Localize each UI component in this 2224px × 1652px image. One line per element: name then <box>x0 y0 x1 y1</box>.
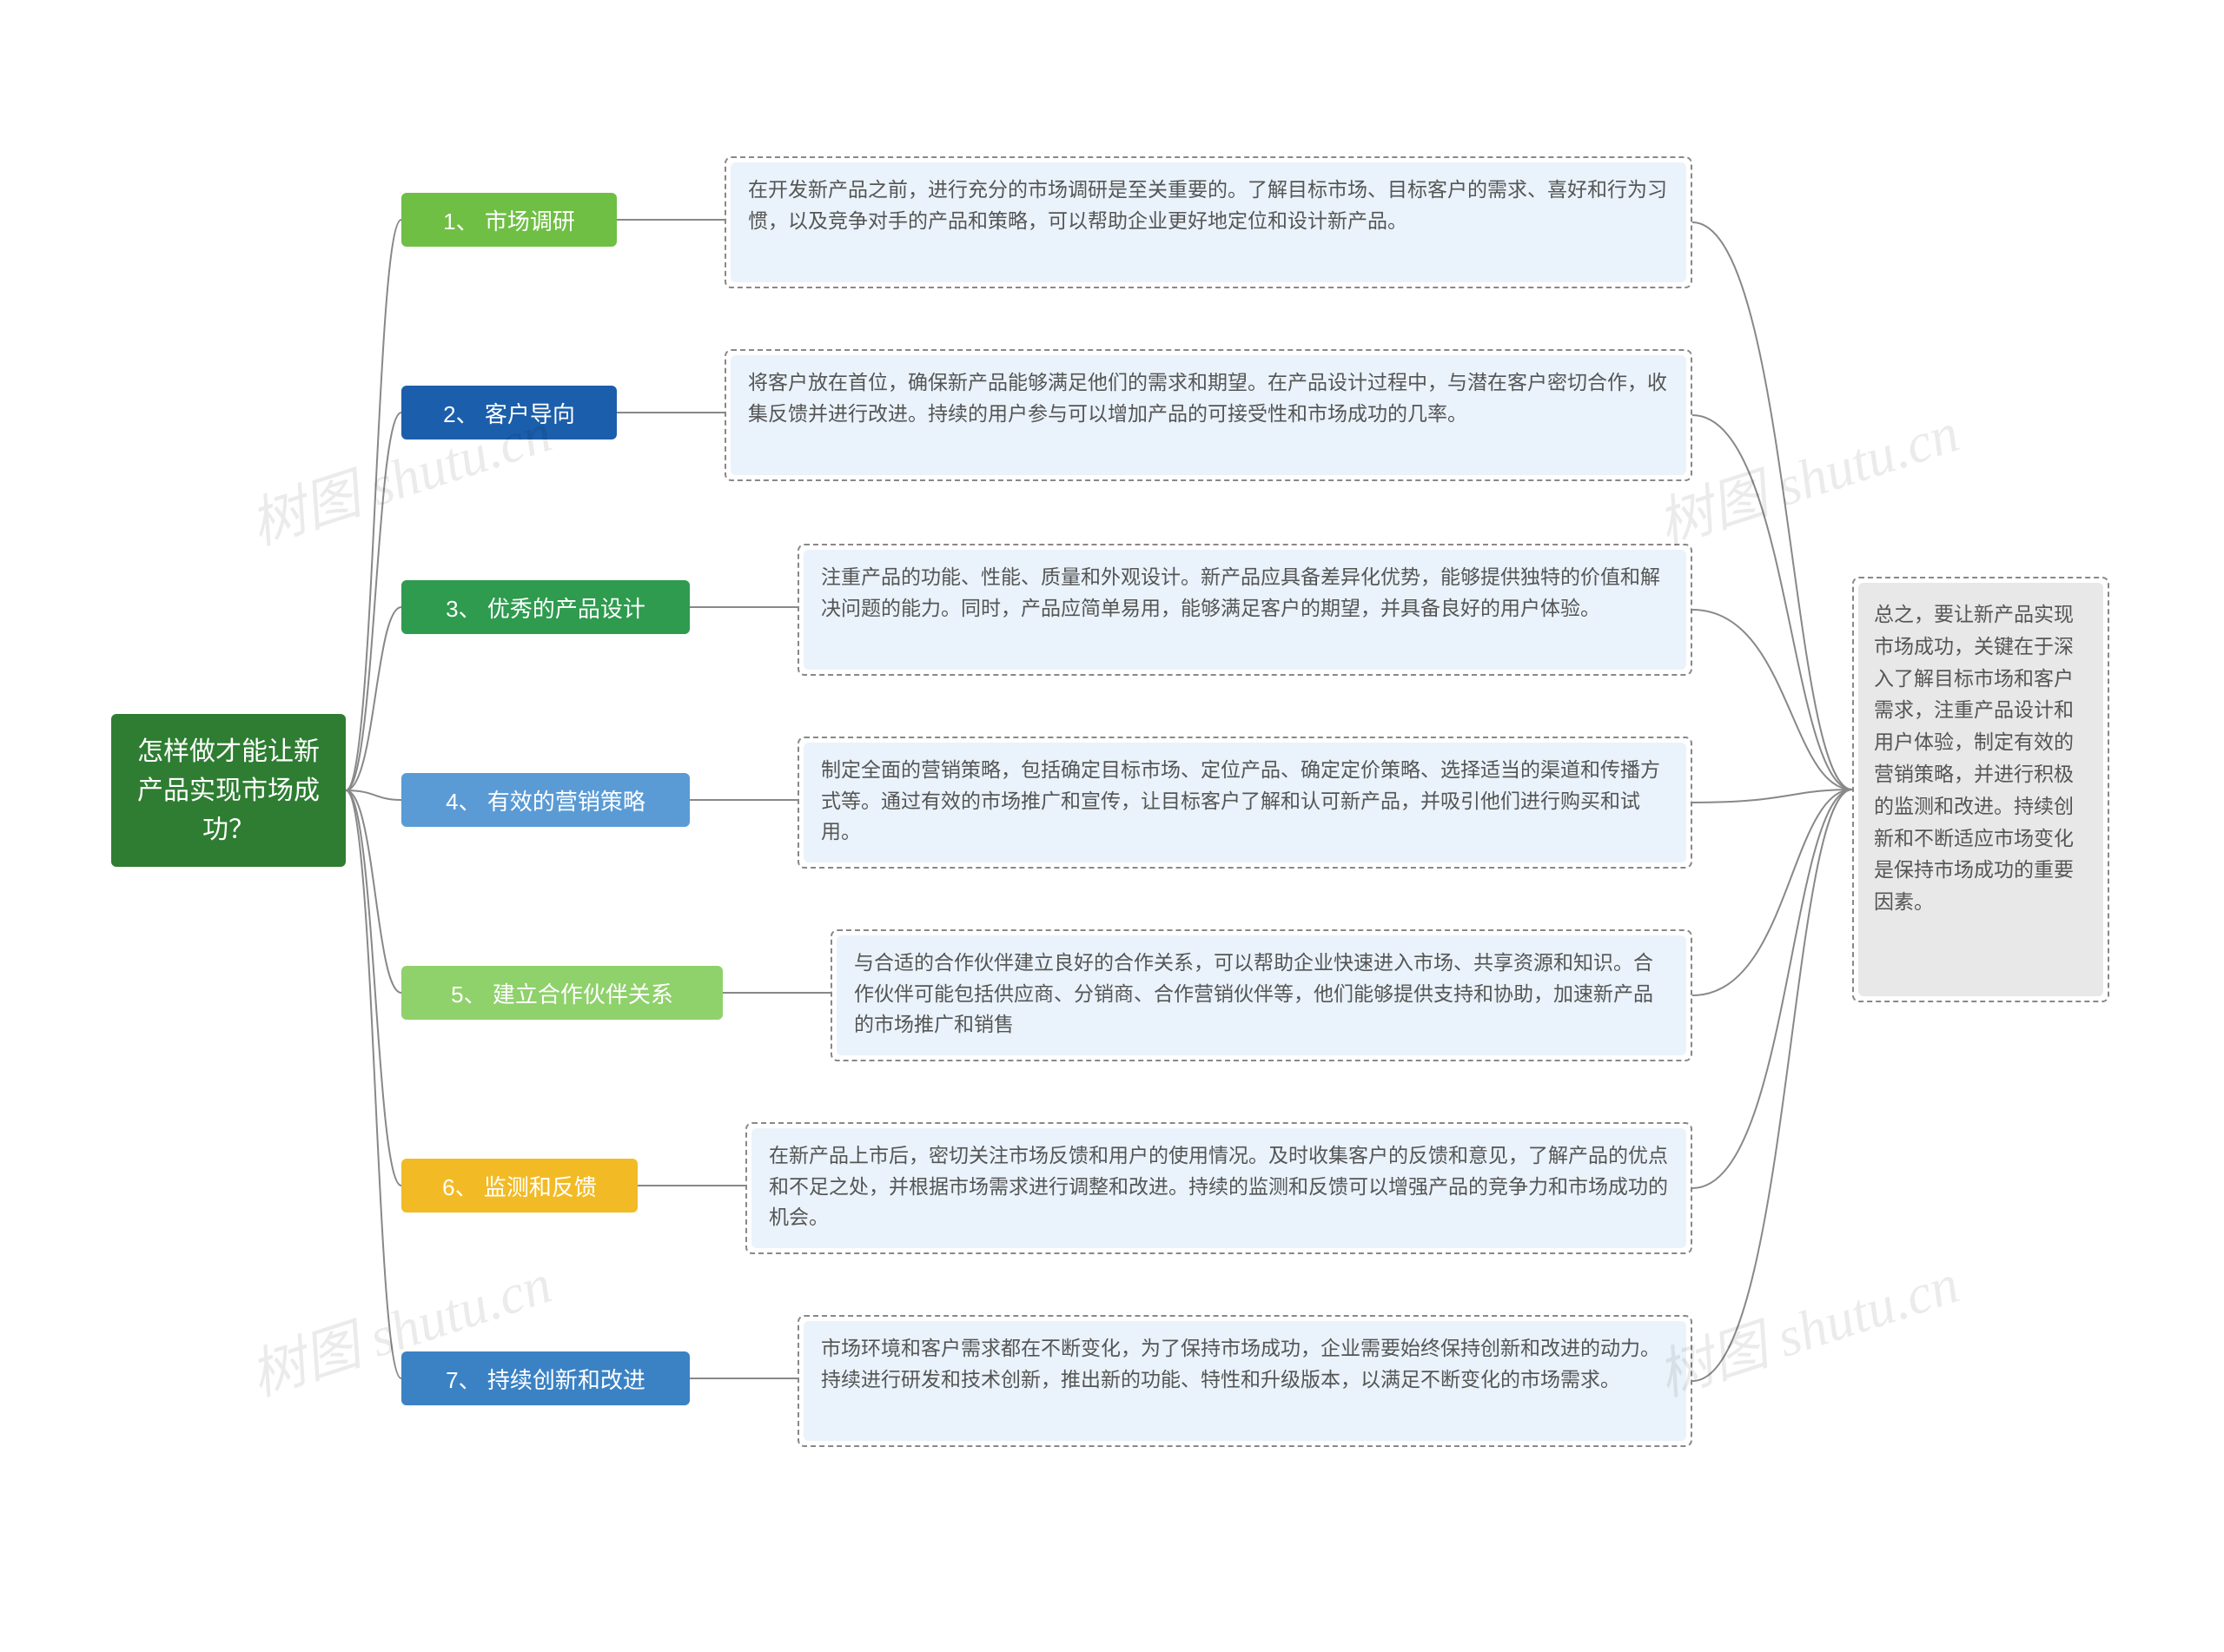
branch-label: 5、 建立合作伙伴关系 <box>451 977 673 1009</box>
branch-label: 2、 客户导向 <box>443 397 575 429</box>
desc-node-4: 制定全面的营销策略，包括确定目标市场、定位产品、确定定价策略、选择适当的渠道和传… <box>798 737 1692 869</box>
watermark: 树图 shutu.cn <box>1646 388 1968 560</box>
desc-node-2: 将客户放在首位，确保新产品能够满足他们的需求和期望。在产品设计过程中，与潜在客户… <box>725 349 1692 481</box>
desc-text: 与合适的合作伙伴建立良好的合作关系，可以帮助企业快速进入市场、共享资源和知识。合… <box>837 935 1686 1055</box>
branch-node-6: 6、 监测和反馈 <box>401 1159 638 1213</box>
branch-node-2: 2、 客户导向 <box>401 386 617 439</box>
desc-node-6: 在新产品上市后，密切关注市场反馈和用户的使用情况。及时收集客户的反馈和意见，了解… <box>745 1122 1692 1254</box>
desc-node-5: 与合适的合作伙伴建立良好的合作关系，可以帮助企业快速进入市场、共享资源和知识。合… <box>831 929 1692 1061</box>
desc-text: 在新产品上市后，密切关注市场反馈和用户的使用情况。及时收集客户的反馈和意见，了解… <box>751 1128 1686 1248</box>
summary-node: 总之，要让新产品实现市场成功，关键在于深入了解目标市场和客户需求，注重产品设计和… <box>1852 577 2109 1002</box>
branch-node-1: 1、 市场调研 <box>401 193 617 247</box>
desc-text: 制定全面的营销策略，包括确定目标市场、定位产品、确定定价策略、选择适当的渠道和传… <box>804 743 1686 862</box>
watermark: 树图 shutu.cn <box>1646 1239 1968 1411</box>
branch-label: 3、 优秀的产品设计 <box>446 591 645 624</box>
desc-text: 将客户放在首位，确保新产品能够满足他们的需求和期望。在产品设计过程中，与潜在客户… <box>731 355 1686 475</box>
branch-node-5: 5、 建立合作伙伴关系 <box>401 966 723 1020</box>
branch-label: 6、 监测和反馈 <box>442 1170 597 1202</box>
desc-node-1: 在开发新产品之前，进行充分的市场调研是至关重要的。了解目标市场、目标客户的需求、… <box>725 156 1692 288</box>
root-text: 怎样做才能让新产品实现市场成功？ <box>134 732 323 849</box>
branch-node-7: 7、 持续创新和改进 <box>401 1351 690 1405</box>
branch-label: 1、 市场调研 <box>443 204 575 236</box>
branch-label: 4、 有效的营销策略 <box>446 784 645 816</box>
desc-node-7: 市场环境和客户需求都在不断变化，为了保持市场成功，企业需要始终保持创新和改进的动… <box>798 1315 1692 1447</box>
branch-node-4: 4、 有效的营销策略 <box>401 773 690 827</box>
desc-node-3: 注重产品的功能、性能、质量和外观设计。新产品应具备差异化优势，能够提供独特的价值… <box>798 544 1692 676</box>
desc-text: 在开发新产品之前，进行充分的市场调研是至关重要的。了解目标市场、目标客户的需求、… <box>731 162 1686 282</box>
root-node: 怎样做才能让新产品实现市场成功？ <box>111 714 346 867</box>
branch-node-3: 3、 优秀的产品设计 <box>401 580 690 634</box>
desc-text: 市场环境和客户需求都在不断变化，为了保持市场成功，企业需要始终保持创新和改进的动… <box>804 1321 1686 1441</box>
desc-text: 注重产品的功能、性能、质量和外观设计。新产品应具备差异化优势，能够提供独特的价值… <box>804 550 1686 670</box>
branch-label: 7、 持续创新和改进 <box>446 1363 645 1395</box>
summary-text: 总之，要让新产品实现市场成功，关键在于深入了解目标市场和客户需求，注重产品设计和… <box>1858 583 2103 996</box>
